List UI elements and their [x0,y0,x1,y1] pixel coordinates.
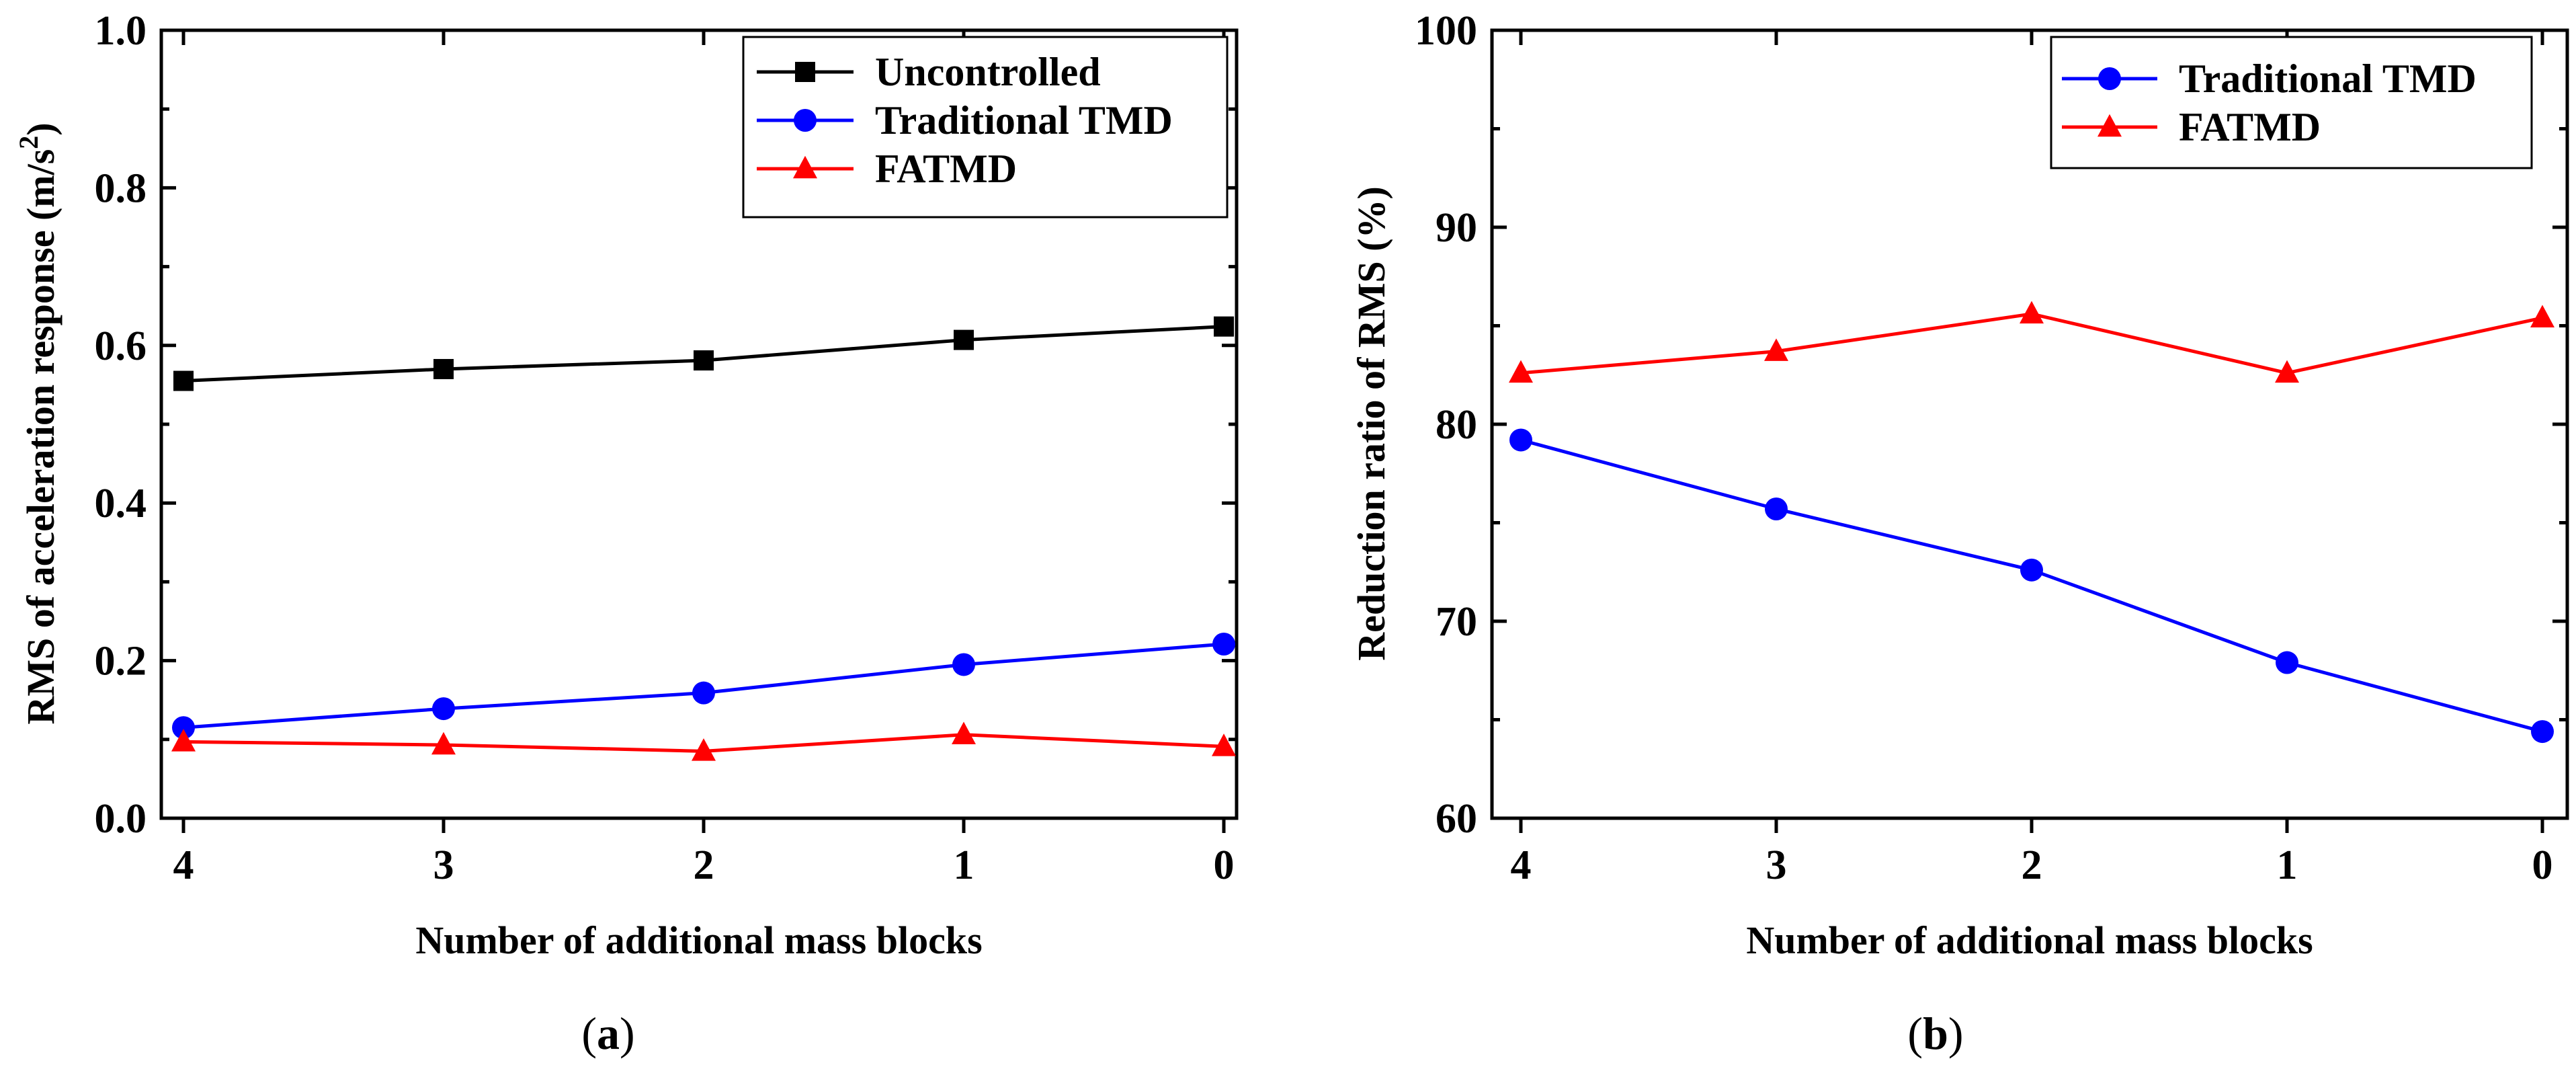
data-point-fatmd [1509,360,1533,383]
chart-a-y-axis-label: RMS of acceleration response (m/s2) [13,122,63,724]
chart-a-y-axis-label-sup: 2 [13,136,44,149]
data-point-traditional-tmd [2020,558,2043,582]
chart-a-y-axis-label-close: ) [19,122,63,135]
x-tick-label: 0 [2532,842,2553,888]
chart-b-caption-letter: b [1923,1008,1948,1059]
legend-marker-traditional-tmd [794,109,817,132]
x-tick-label: 0 [1214,842,1235,888]
data-point-uncontrolled [694,350,714,371]
data-point-traditional-tmd [1212,632,1235,656]
legend-label-fatmd: FATMD [875,147,1017,191]
data-point-traditional-tmd [692,681,715,705]
y-tick-label: 80 [1436,402,1477,448]
chart-a-x-ticks: 4 3 2 1 0 [173,30,1235,888]
chart-a-y-axis-label-main: RMS of acceleration response (m/s [19,149,63,725]
y-tick-label: 0.6 [95,323,147,369]
y-tick-label: 1.0 [95,8,147,54]
data-point-traditional-tmd [1765,497,1788,520]
x-tick-label: 4 [173,842,194,888]
data-point-traditional-tmd [432,697,455,721]
chart-a: 0.0 0.2 0.4 0.6 0.8 1.0 4 3 2 1 0 Number of addit… [13,8,1239,1059]
chart-b-y-ticks: 60 70 80 90 100 [1415,8,2567,842]
legend-marker-fatmd [793,155,817,179]
data-point-fatmd [952,721,976,745]
legend-marker-uncontrolled [795,62,815,82]
y-tick-label: 70 [1436,599,1477,645]
data-point-traditional-tmd [1509,428,1532,452]
data-point-fatmd [431,731,456,755]
x-tick-label: 3 [1766,842,1787,888]
chart-a-caption-letter: a [597,1008,620,1059]
x-tick-label: 1 [2277,842,2298,888]
y-tick-label: 0.4 [95,481,147,526]
chart-b: 60 70 80 90 100 4 3 2 1 0 Number of additional m… [1349,8,2569,1059]
data-point-fatmd [1764,338,1788,361]
series-line-traditional-tmd [1520,438,2543,733]
chart-a-legend-box [742,36,1229,219]
chart-b-caption: (b) [1907,1008,1963,1059]
chart-b-y-axis-label: Reduction ratio of RMS (%) [1349,186,1393,661]
data-point-traditional-tmd [2276,651,2298,674]
legend-label-traditional-tmd: Traditional TMD [875,98,1173,143]
data-point-uncontrolled [954,329,974,350]
chart-b-series [1509,301,2554,744]
x-tick-label: 2 [694,842,714,888]
data-point-fatmd [2020,301,2044,324]
data-point-traditional-tmd [952,653,975,676]
legend-marker-traditional-tmd [2098,67,2121,90]
x-tick-label: 2 [2022,842,2042,888]
chart-a-x-axis-label: Number of additional mass blocks [415,918,982,962]
legend-marker-fatmd [2097,114,2122,137]
y-tick-label: 0.8 [95,165,147,211]
data-point-uncontrolled [173,370,194,391]
data-point-fatmd [1212,733,1236,756]
data-point-uncontrolled [433,358,454,379]
x-tick-label: 3 [433,842,454,888]
legend-label-uncontrolled: Uncontrolled [875,50,1101,94]
chart-a-series [171,316,1236,761]
y-tick-label: 60 [1436,796,1477,842]
data-point-fatmd [2530,305,2554,328]
y-tick-label: 0.2 [95,639,147,684]
data-point-uncontrolled [1214,316,1234,337]
data-point-traditional-tmd [172,716,195,740]
chart-a-y-ticks: 0.0 0.2 0.4 0.6 0.8 1.0 [95,8,1237,842]
y-tick-label: 100 [1415,8,1477,54]
legend-label-fatmd: FATMD [2179,105,2321,149]
y-tick-label: 0.0 [95,796,147,842]
data-point-traditional-tmd [2531,720,2554,744]
x-tick-label: 4 [1511,842,1532,888]
y-tick-label: 90 [1436,205,1477,251]
data-point-fatmd [692,738,716,761]
chart-b-x-ticks: 4 3 2 1 0 [1511,30,2553,888]
data-point-fatmd [171,729,196,752]
chart-a-caption: (a) [581,1008,634,1059]
data-point-fatmd [2275,360,2299,383]
chart-b-legend-box [2050,36,2533,169]
legend-label-traditional-tmd: Traditional TMD [2179,56,2477,101]
x-tick-label: 1 [954,842,974,888]
chart-b-x-axis-label: Number of additional mass blocks [1746,918,2313,962]
